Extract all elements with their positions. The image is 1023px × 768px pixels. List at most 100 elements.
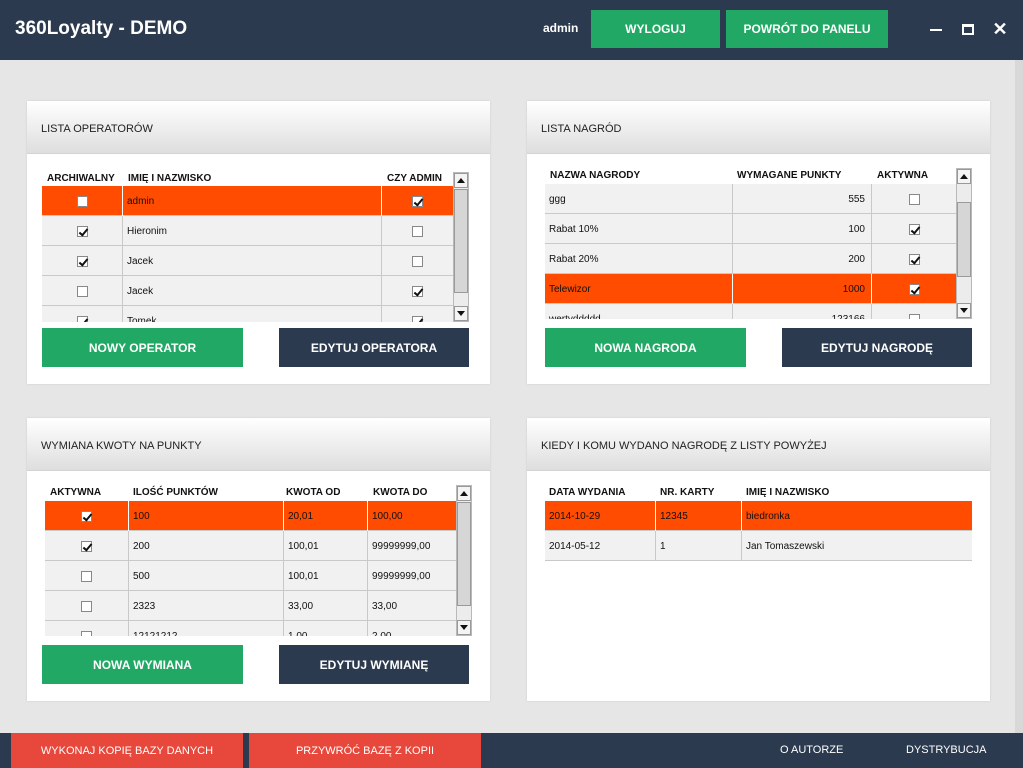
column-header-name: IMIĘ I NAZWISKO — [128, 173, 212, 184]
rewards-scrollbar[interactable] — [956, 168, 972, 319]
scroll-down-icon[interactable] — [457, 620, 471, 635]
scroll-down-icon[interactable] — [957, 303, 971, 318]
column-header-active: AKTYWNA — [877, 170, 929, 181]
scroll-down-icon[interactable] — [454, 306, 468, 321]
issued-rewards-panel: KIEDY I KOMU WYDANO NAGRODĘ Z LISTY POWY… — [527, 418, 990, 701]
table-row[interactable]: Jacek — [42, 246, 453, 276]
maximize-icon[interactable] — [959, 19, 977, 39]
footer-bar: WYKONAJ KOPIĘ BAZY DANYCH PRZYWRÓĆ BAZĘ … — [0, 733, 1023, 768]
table-row[interactable]: Tomek — [42, 306, 453, 322]
column-header-reward-name: NAZWA NAGRODY — [550, 170, 641, 181]
checkbox-icon[interactable] — [908, 283, 920, 295]
name-cell: Rabat 10% — [545, 214, 733, 244]
checkbox-icon[interactable] — [76, 285, 88, 297]
window-scroll-track — [1015, 60, 1023, 733]
new-exchange-button[interactable]: NOWA WYMIANA — [42, 645, 243, 684]
table-row[interactable]: 200 100,01 99999999,00 — [45, 531, 456, 561]
edit-operator-button[interactable]: EDYTUJ OPERATORA — [279, 328, 469, 367]
distribution-link[interactable]: DYSTRYBUCJA — [906, 744, 987, 756]
checkbox-icon[interactable] — [76, 315, 88, 322]
operators-panel: LISTA OPERATORÓW ARCHIWALNY IMIĘ I NAZWI… — [27, 101, 490, 384]
checkbox-icon[interactable] — [81, 630, 92, 636]
edit-exchange-button[interactable]: EDYTUJ WYMIANĘ — [279, 645, 469, 684]
checkbox-icon[interactable] — [81, 510, 92, 522]
table-row[interactable]: Jacek — [42, 276, 453, 306]
checkbox-icon[interactable] — [412, 195, 423, 207]
scroll-up-icon[interactable] — [457, 486, 471, 501]
minimize-icon[interactable] — [927, 19, 945, 39]
back-to-panel-button[interactable]: POWRÓT DO PANELU — [726, 10, 888, 48]
column-header-required-points: WYMAGANE PUNKTY — [737, 170, 842, 181]
panel-header: WYMIANA KWOTY NA PUNKTY — [27, 418, 490, 471]
table-row[interactable]: Hieronim — [42, 216, 453, 246]
table-row[interactable]: 500 100,01 99999999,00 — [45, 561, 456, 591]
scroll-thumb[interactable] — [957, 202, 971, 277]
checkbox-icon[interactable] — [76, 225, 88, 237]
edit-reward-button[interactable]: EDYTUJ NAGRODĘ — [782, 328, 972, 367]
table-row[interactable]: admin — [42, 186, 453, 216]
panel-title: WYMIANA KWOTY NA PUNKTY — [41, 440, 202, 452]
checkbox-icon[interactable] — [412, 315, 423, 322]
checkbox-icon[interactable] — [81, 540, 92, 552]
about-author-link[interactable]: O AUTORZE — [780, 744, 844, 756]
checkbox-icon[interactable] — [908, 223, 920, 235]
checkbox-icon[interactable] — [908, 313, 920, 319]
to-cell: 100,00 — [372, 510, 403, 522]
to-cell: 99999999,00 — [372, 540, 431, 552]
checkbox-icon[interactable] — [412, 225, 423, 237]
rewards-table: ggg 555 Rabat 10% 100 Rabat 20% 200 Telewizor 1… — [545, 184, 956, 319]
logout-button[interactable]: WYLOGUJ — [591, 10, 720, 48]
backup-database-button[interactable]: WYKONAJ KOPIĘ BAZY DANYCH — [11, 733, 243, 768]
table-row[interactable]: 100 20,01 100,00 — [45, 501, 456, 531]
active-cell — [872, 304, 956, 319]
points-cell: 200 — [129, 531, 284, 561]
table-row[interactable]: 12121212 1,00 2,00 — [45, 621, 456, 636]
active-cell — [45, 591, 129, 621]
column-header-amount-from: KWOTA OD — [286, 487, 341, 498]
admin-cell — [382, 276, 453, 306]
active-cell — [872, 214, 956, 244]
points-cell: 123166 — [733, 304, 872, 319]
scroll-up-icon[interactable] — [454, 173, 468, 188]
table-row[interactable]: Telewizor 1000 — [545, 274, 956, 304]
checkbox-icon[interactable] — [908, 193, 920, 205]
checkbox-icon[interactable] — [412, 285, 423, 297]
active-cell — [45, 561, 129, 591]
active-cell — [872, 274, 956, 304]
table-row[interactable]: 2014-05-12 1 Jan Tomaszewski — [545, 531, 972, 561]
close-icon[interactable]: ✕ — [992, 19, 1008, 39]
checkbox-icon[interactable] — [81, 600, 92, 612]
points-cell: 100 — [129, 501, 284, 531]
table-row[interactable]: Rabat 10% 100 — [545, 214, 956, 244]
name-cell: Jan Tomaszewski — [746, 540, 825, 552]
table-row[interactable]: wertyddddd 123166 — [545, 304, 956, 319]
new-operator-button[interactable]: NOWY OPERATOR — [42, 328, 243, 367]
from-cell: 1,00 — [284, 621, 368, 636]
new-reward-button[interactable]: NOWA NAGRODA — [545, 328, 746, 367]
restore-database-button[interactable]: PRZYWRÓĆ BAZĘ Z KOPII — [249, 733, 481, 768]
active-cell — [45, 621, 129, 636]
operators-scrollbar[interactable] — [453, 172, 469, 322]
table-row[interactable]: ggg 555 — [545, 184, 956, 214]
card-cell: 1 — [656, 531, 742, 561]
table-row[interactable]: 2323 33,00 33,00 — [45, 591, 456, 621]
date-cell: 2014-05-12 — [545, 531, 656, 561]
table-row[interactable]: Rabat 20% 200 — [545, 244, 956, 274]
checkbox-icon[interactable] — [76, 255, 88, 267]
panel-title: LISTA NAGRÓD — [541, 123, 622, 135]
date-cell: 2014-10-29 — [545, 501, 656, 531]
checkbox-icon[interactable] — [412, 255, 423, 267]
table-row[interactable]: 2014-10-29 12345 biedronka — [545, 501, 972, 531]
checkbox-icon[interactable] — [81, 570, 92, 582]
name-cell: wertyddddd — [545, 304, 733, 319]
checkbox-icon[interactable] — [908, 253, 920, 265]
scroll-thumb[interactable] — [454, 189, 468, 293]
from-cell: 100,01 — [284, 531, 368, 561]
scroll-thumb[interactable] — [457, 502, 471, 606]
exchange-scrollbar[interactable] — [456, 485, 472, 636]
current-user: admin — [543, 21, 579, 35]
active-cell — [45, 501, 129, 531]
scroll-up-icon[interactable] — [957, 169, 971, 184]
points-cell: 500 — [129, 561, 284, 591]
checkbox-icon[interactable] — [76, 195, 88, 207]
